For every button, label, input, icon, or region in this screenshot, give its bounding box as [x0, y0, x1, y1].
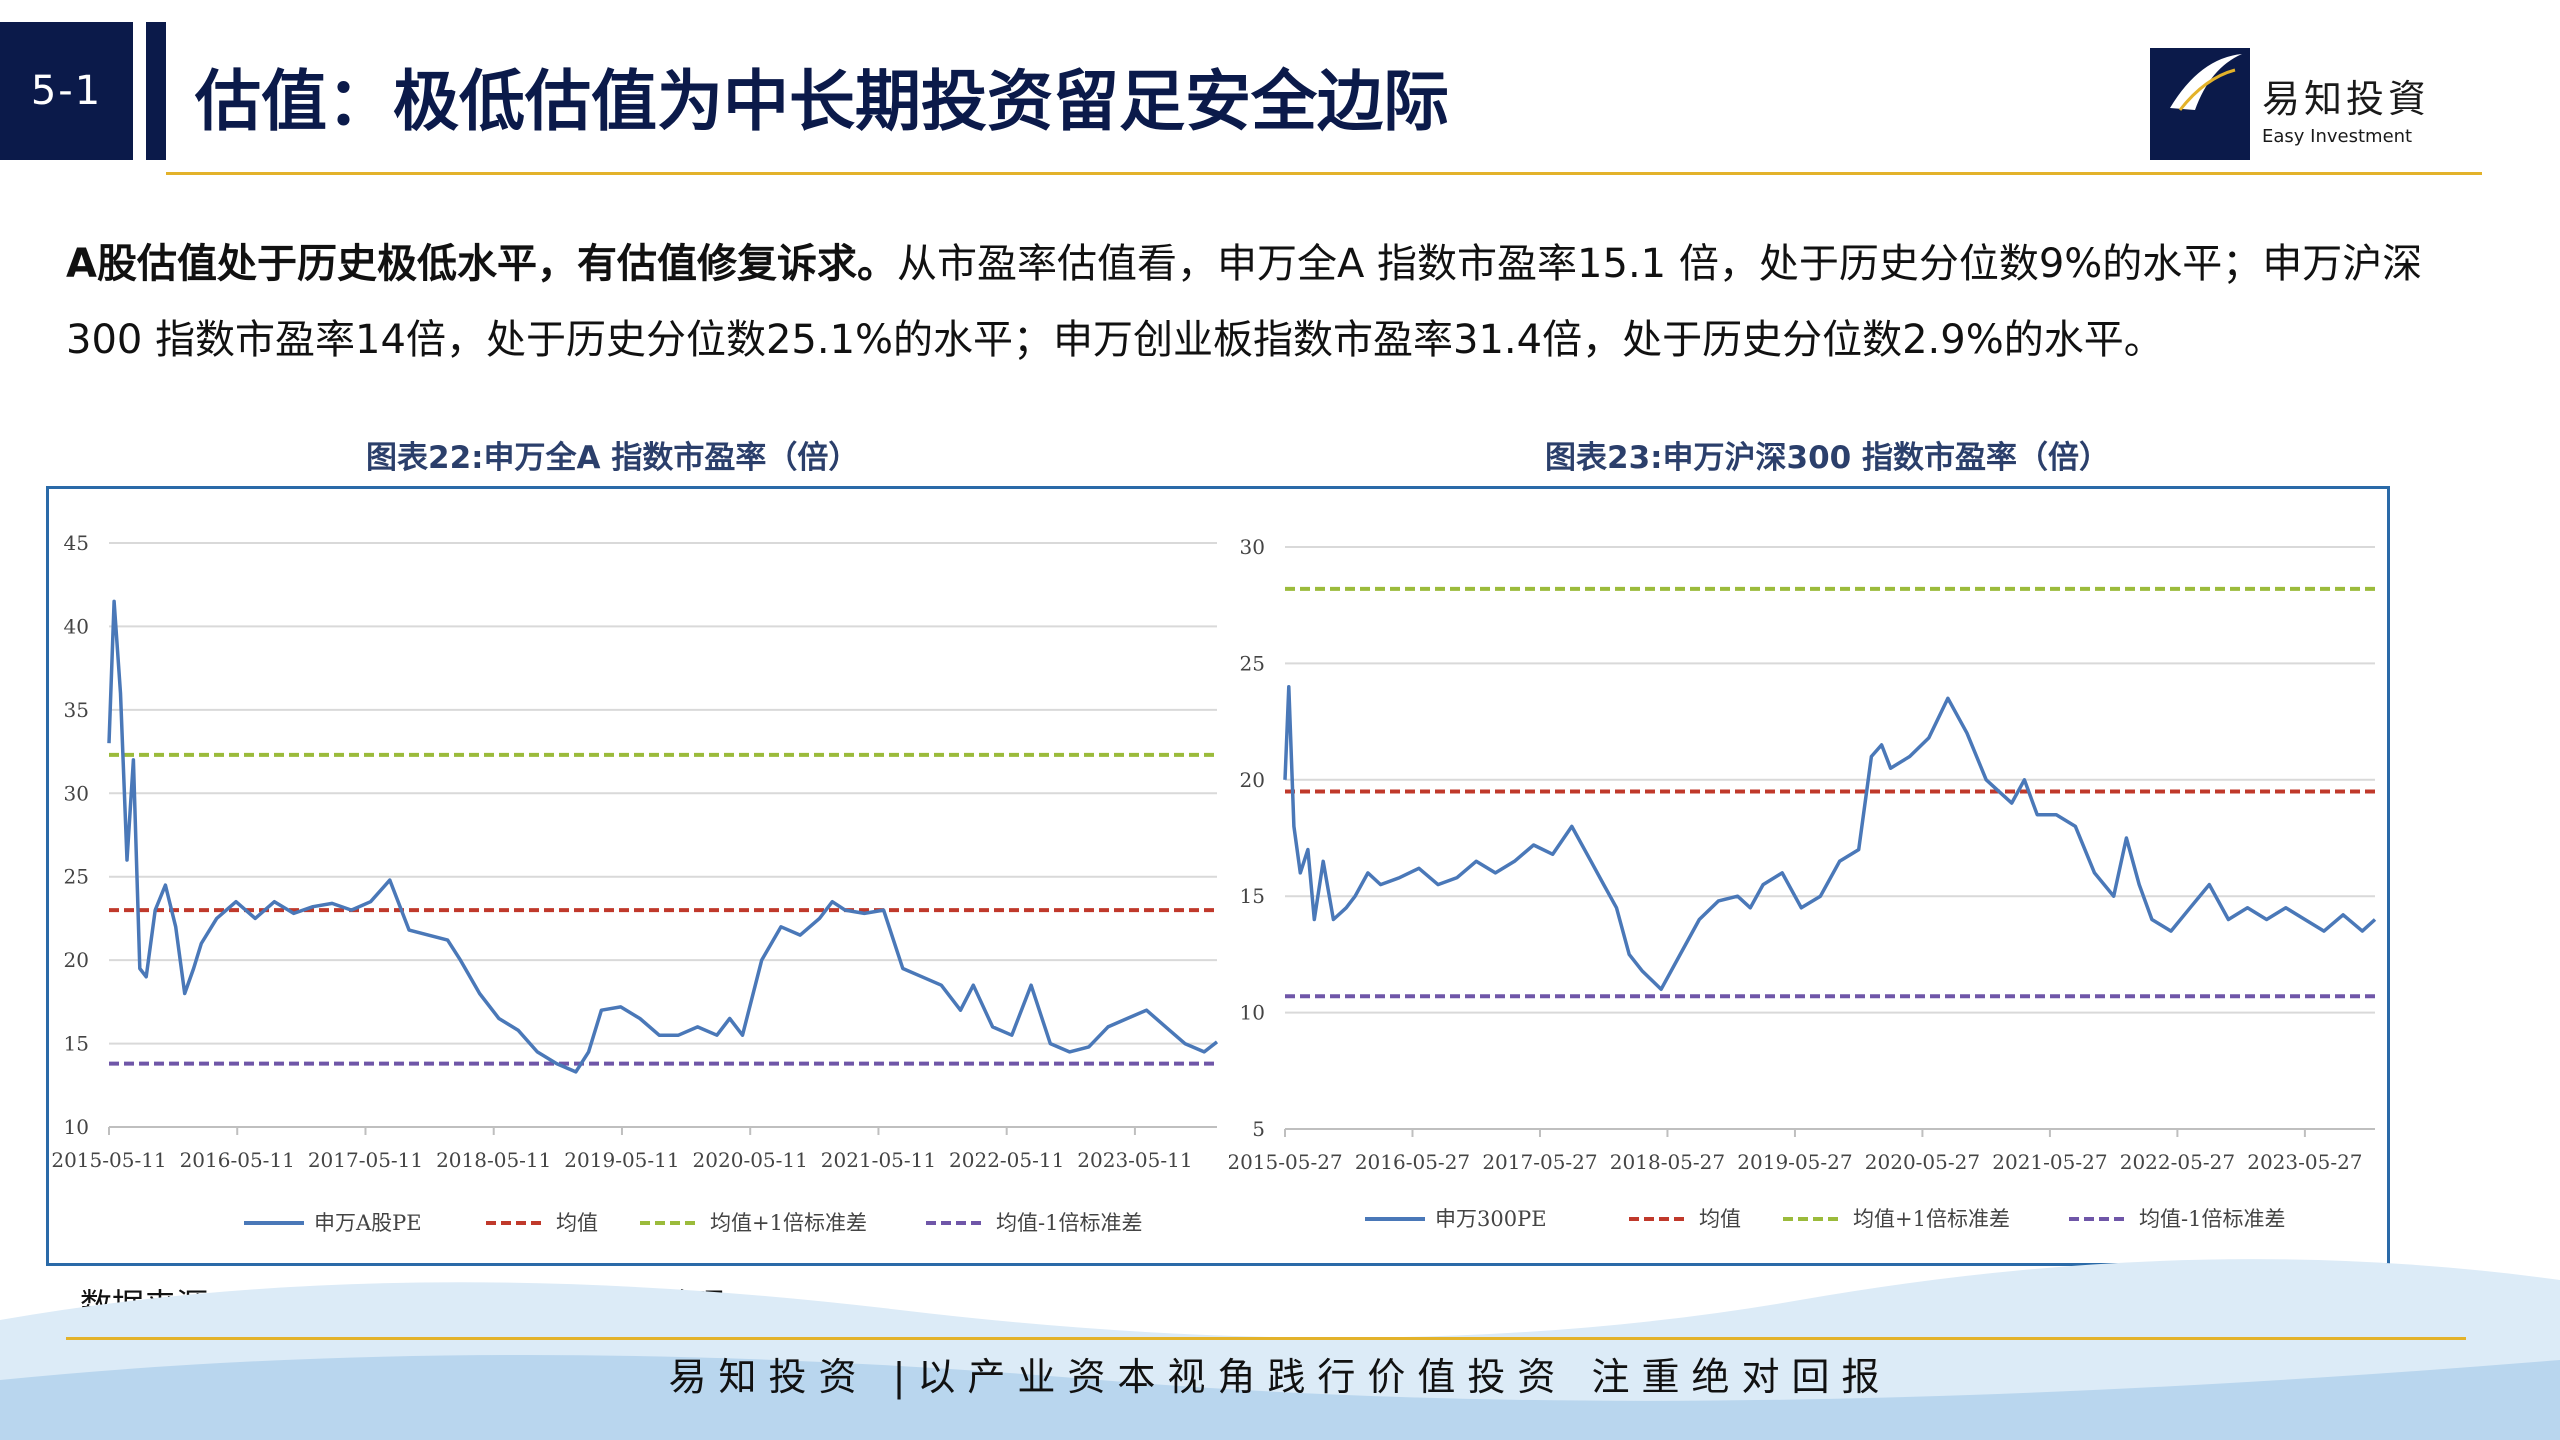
- header-divider: [166, 172, 2482, 175]
- section-badge: 5-1: [0, 22, 133, 160]
- left-ytick-label: 15: [64, 1032, 89, 1056]
- left-xtick-label: 2021-05-11: [821, 1148, 936, 1172]
- left-ytick-label: 30: [64, 781, 89, 805]
- right-pe-series-line: [1283, 684, 2377, 992]
- intro-paragraph: A股估值处于历史极低水平，有估值修复诉求。从市盈率估值看，申万全A 指数市盈率1…: [66, 226, 2466, 378]
- right-xtick-label: 2017-05-27: [1482, 1150, 1597, 1174]
- footer-wave: [0, 1259, 2560, 1440]
- right-ytick-label: 30: [1240, 535, 1265, 559]
- left-legend-label: 申万A股PE: [314, 1211, 422, 1235]
- right-xtick-label: 2016-05-27: [1355, 1150, 1470, 1174]
- right-legend-label: 申万300PE: [1435, 1207, 1547, 1231]
- left-xtick-label: 2019-05-11: [564, 1148, 679, 1172]
- left-xtick-label: 2017-05-11: [308, 1148, 423, 1172]
- right-ytick-label: 15: [1240, 884, 1265, 908]
- right-ytick-label: 25: [1240, 651, 1265, 675]
- right-legend-label: 均值-1倍标准差: [2139, 1207, 2285, 1231]
- logo-cn-text: 易知投資: [2262, 77, 2431, 121]
- left-ytick-label: 10: [64, 1115, 89, 1139]
- logo-en-text: Easy Investment: [2262, 126, 2413, 147]
- left-ytick-label: 20: [64, 948, 89, 972]
- right-xtick-label: 2020-05-27: [1865, 1150, 1980, 1174]
- right-legend-label: 均值: [1699, 1207, 1741, 1231]
- left-legend-label: 均值: [556, 1211, 598, 1235]
- right-xtick-label: 2015-05-27: [1229, 1150, 1343, 1174]
- right-xtick-label: 2019-05-27: [1737, 1150, 1852, 1174]
- footer-divider: [66, 1337, 2466, 1340]
- right-ytick-label: 5: [1252, 1117, 1265, 1141]
- left-xtick-label: 2018-05-11: [436, 1148, 551, 1172]
- chart-left: 10 15 20 25 30 35 40 45 2015-05-11 2016-05-11 2017…: [51, 531, 1219, 1235]
- intro-text: 从市盈率估值看，申万全A 指数市盈率15.1 倍，处于历史分位数9%的水平；申万…: [66, 241, 2423, 363]
- logo-mark: [2150, 48, 2250, 160]
- left-pe-series-line: [107, 599, 1219, 1074]
- chart-right: 5 10 15 20 25 30 2015-05-27 2016-05-27 2017-05-2…: [1229, 535, 2377, 1231]
- left-ytick-label: 45: [64, 531, 89, 555]
- left-xtick-label: 2023-05-11: [1077, 1148, 1192, 1172]
- chart-frame: 10 15 20 25 30 35 40 45 2015-05-11 2016-05-11 2017…: [46, 486, 2390, 1266]
- left-xtick-label: 2015-05-11: [51, 1148, 166, 1172]
- intro-bold: A股估值处于历史极低水平，有估值修复诉求。: [66, 241, 897, 287]
- left-ytick-label: 25: [64, 865, 89, 889]
- left-xtick-label: 2020-05-11: [693, 1148, 808, 1172]
- right-legend-label: 均值+1倍标准差: [1853, 1207, 2010, 1231]
- right-xtick-label: 2021-05-27: [1992, 1150, 2107, 1174]
- right-xtick-label: 2018-05-27: [1610, 1150, 1725, 1174]
- left-ytick-label: 40: [64, 614, 89, 638]
- footer-slogan: 易知投资 |以产业资本视角践行价值投资 注重绝对回报: [668, 1355, 1892, 1399]
- left-legend-label: 均值-1倍标准差: [996, 1211, 1142, 1235]
- right-xtick-label: 2023-05-27: [2247, 1150, 2362, 1174]
- left-xtick-label: 2016-05-11: [180, 1148, 295, 1172]
- page-title: 估值：极低估值为中长期投资留足安全边际: [195, 63, 1449, 140]
- chart-title-left: 图表22:申万全A 指数市盈率（倍）: [366, 440, 860, 476]
- section-bar: [146, 22, 166, 160]
- right-ytick-label: 10: [1240, 1001, 1265, 1025]
- right-xtick-label: 2022-05-27: [2120, 1150, 2235, 1174]
- chart-title-right: 图表23:申万沪深300 指数市盈率（倍）: [1545, 440, 2111, 476]
- logo-swoosh-icon: [2170, 54, 2242, 111]
- left-xtick-label: 2022-05-11: [949, 1148, 1064, 1172]
- right-ytick-label: 20: [1240, 768, 1265, 792]
- left-legend-label: 均值+1倍标准差: [710, 1211, 867, 1235]
- left-ytick-label: 35: [64, 698, 89, 722]
- company-logo: 易知投資 Easy Investment: [2150, 40, 2450, 165]
